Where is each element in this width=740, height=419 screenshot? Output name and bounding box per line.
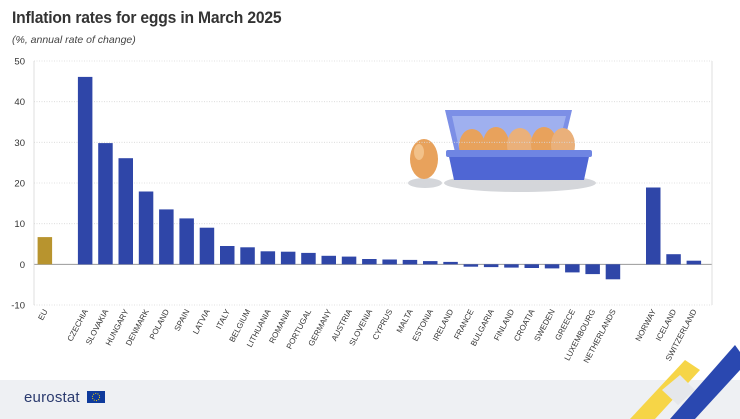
bar-slovenia (362, 259, 377, 265)
x-tick-label: SPAIN (173, 308, 192, 333)
bar-cyprus (382, 259, 397, 265)
bar-czechia (77, 76, 93, 265)
y-tick-label: 0 (20, 260, 25, 271)
y-tick-label: 40 (14, 97, 25, 108)
carton-rim (446, 150, 592, 157)
bar-germany (321, 255, 336, 265)
x-tick-label: EU (36, 308, 49, 322)
bar-austria (341, 256, 357, 265)
bar-romania (280, 251, 296, 265)
x-tick-label: CYPRUS (371, 308, 395, 342)
bar-portugal (301, 252, 316, 265)
bar-denmark (138, 191, 154, 265)
bar-malta (402, 259, 418, 265)
bar-slovakia (98, 143, 113, 265)
y-tick-label: 10 (14, 219, 25, 230)
bar-hungary (118, 158, 133, 265)
bar-netherlands (605, 264, 621, 280)
chart-subtitle: (%, annual rate of change) (12, 34, 136, 46)
chart-card: -10 0 10 20 30 40 50 EU CZECHIA SLOVAKIA HUNGARY D… (0, 0, 740, 380)
y-tick-label: 50 (14, 57, 25, 68)
egg-highlight (414, 144, 424, 160)
x-tick-label: POLAND (148, 308, 171, 341)
x-tick-label: LATVIA (191, 307, 212, 336)
bar-italy (220, 246, 235, 265)
egg-carton-illustration (408, 110, 596, 192)
bar-estonia (423, 261, 438, 265)
bar-luxembourg (585, 264, 600, 275)
bars (37, 76, 702, 280)
bar-norway (646, 187, 661, 265)
blue-stripe (670, 345, 740, 419)
chart-title: Inflation rates for eggs in March 2025 (12, 8, 282, 27)
egg-icon (410, 139, 438, 179)
y-tick-label: -10 (11, 301, 25, 312)
bar-poland (159, 209, 174, 265)
bar-switzerland (686, 260, 702, 265)
grey-stripe (662, 375, 695, 405)
bar-greece (565, 264, 580, 273)
bar-ireland (443, 261, 458, 265)
eu-flag-icon (87, 391, 105, 403)
bar-iceland (666, 254, 681, 265)
bar-bulgaria (483, 264, 499, 268)
x-tick-label: MALTA (395, 307, 415, 334)
bar-latvia (199, 227, 215, 265)
y-tick-label: 20 (14, 179, 25, 190)
carton-tray (448, 152, 590, 180)
bar-spain (179, 218, 194, 265)
bar-eu (37, 237, 53, 265)
x-tick-label: ITALY (214, 307, 232, 330)
y-tick-label: 30 (14, 138, 25, 149)
footer: eurostat (0, 380, 740, 419)
y-axis-ticks: -10 0 10 20 30 40 50 (11, 57, 25, 312)
bar-belgium (240, 247, 255, 265)
corner-decoration (630, 345, 740, 419)
eurostat-logo: eurostat (24, 389, 80, 406)
bar-sweden (544, 264, 560, 269)
bar-france (463, 264, 479, 267)
bar-lithuania (260, 251, 276, 265)
bar-croatia (524, 264, 539, 268)
bar-finland (504, 264, 519, 268)
